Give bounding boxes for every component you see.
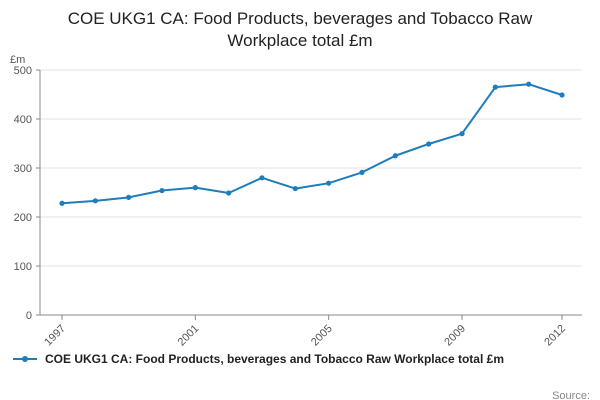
line-chart: 0 100 200 300 400 500 1997 2001 2005 2009 2012: [14, 65, 582, 348]
x-tick-label: 1997: [42, 323, 68, 348]
y-tick-label: 300: [14, 163, 32, 175]
data-point-marker: [159, 188, 165, 194]
data-point-marker: [292, 186, 298, 192]
data-point-marker: [92, 198, 98, 204]
chart-title: COE UKG1 CA: Food Products, beverages an…: [67, 9, 533, 51]
data-point-marker: [392, 153, 398, 159]
x-tick-label: 2009: [442, 323, 468, 348]
data-point-marker: [126, 194, 132, 201]
legend-label: COE UKG1 CA: Food Products, beverages an…: [45, 352, 504, 367]
y-tick-label: 0: [26, 310, 32, 322]
data-point-marker: [59, 200, 65, 207]
legend-line-icon: [13, 356, 37, 363]
data-point-marker: [492, 84, 498, 90]
data-point-marker: [326, 180, 332, 186]
y-tick-label: 200: [14, 212, 32, 224]
data-point-marker: [259, 175, 265, 181]
y-tick-label: 100: [14, 261, 32, 273]
x-tick-label: 2005: [309, 323, 335, 348]
data-point-marker: [192, 185, 198, 191]
y-axis-label: £m: [10, 54, 26, 66]
data-point-marker: [359, 169, 365, 176]
chart-container: COE UKG1 CA: Food Products, beverages an…: [0, 8, 600, 400]
x-tick-label: 2001: [176, 323, 202, 348]
legend-item[interactable]: COE UKG1 CA: Food Products, beverages an…: [0, 352, 600, 366]
data-point-marker: [226, 190, 232, 196]
y-tick-label: 400: [14, 114, 32, 126]
data-point-marker: [559, 92, 565, 98]
y-tick-label: 500: [14, 65, 32, 77]
data-point-marker: [526, 81, 532, 87]
data-point-marker: [426, 141, 432, 147]
data-point-marker: [459, 131, 465, 137]
x-tick-label: 2012: [542, 323, 568, 348]
series-line: [61, 83, 563, 205]
source-label: Source:: [552, 390, 590, 400]
